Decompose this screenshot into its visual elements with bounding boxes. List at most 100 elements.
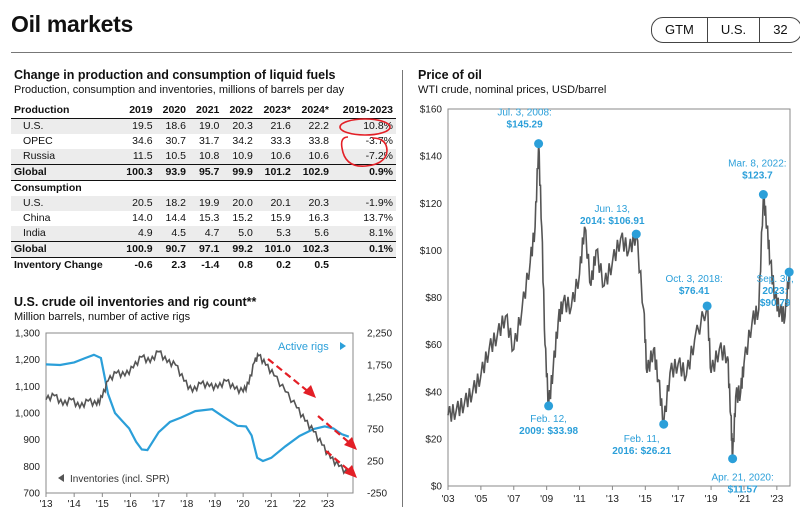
annotation: Jun. 13,2014: $106.91 <box>580 204 645 239</box>
consumption-section-row: Consumption <box>11 181 396 197</box>
x-tick-label: '17 <box>672 494 685 505</box>
table-cell: 93.9 <box>155 164 189 181</box>
page-number: 32 <box>759 18 800 42</box>
y-tick-left: 1,300 <box>15 329 40 340</box>
table-cell: 10.6 <box>293 149 332 165</box>
column-header: 2024* <box>293 103 332 119</box>
table-cell: 33.3 <box>270 135 291 147</box>
annotation-value: 2016: $26.21 <box>612 446 671 457</box>
table-cell: -7.2% <box>331 149 396 165</box>
y-tick-label: $60 <box>425 340 442 351</box>
annotation: Oct. 3, 2018:$76.41 <box>665 274 723 311</box>
table-cell: 0.8 <box>238 259 253 271</box>
table-cell: 15.9 <box>270 212 291 224</box>
column-header: 2021 <box>188 103 223 119</box>
legend-left-arrow-icon <box>58 474 64 482</box>
annotation-value: 2009: $33.98 <box>519 426 578 437</box>
legend-inventories: Inventories (incl. SPR) <box>70 474 169 485</box>
table-cell: 15.2 <box>232 212 253 224</box>
tab-us[interactable]: U.S. <box>706 18 759 42</box>
table-cell: 22.2 <box>293 118 332 134</box>
annotation-point <box>784 267 794 277</box>
table-cell: 10.9 <box>222 149 256 165</box>
table-header-row: Production 2019 2020 2021 2022 2023* 2024* 2019… <box>11 103 396 119</box>
table-cell: 101.0 <box>255 241 294 258</box>
x-tick-label: '22 <box>293 499 306 510</box>
x-tick-label: '18 <box>180 499 193 510</box>
annotation-value: $145.29 <box>507 120 544 131</box>
section-tabs: GTM U.S. 32 <box>651 17 800 43</box>
table-cell: 19.9 <box>188 196 223 211</box>
y-tick-left: 700 <box>23 489 40 500</box>
table-cell: 5.6 <box>293 226 332 242</box>
trend-arrow-1-head <box>303 385 316 398</box>
table-cell: Inventory Change <box>14 259 103 271</box>
table-cell: 101.2 <box>255 164 294 181</box>
table-row: U.S. 20.5 18.2 19.9 20.0 20.1 20.3 -1.9% <box>11 196 396 211</box>
table-cell: 100.3 <box>118 164 156 181</box>
annotation-value: 2023: <box>762 286 788 297</box>
x-tick-label: '03 <box>441 494 454 505</box>
table-cell: 0.1% <box>331 241 396 258</box>
y-tick-right: 250 <box>367 457 384 468</box>
y-tick-label: $160 <box>420 105 443 116</box>
x-tick-label: '23 <box>321 499 334 510</box>
annotation-point <box>631 229 641 239</box>
consumption-label: Consumption <box>14 182 82 194</box>
table-cell: 5.3 <box>255 226 294 242</box>
table-row: Global 100.9 90.7 97.1 99.2 101.0 102.3 0.1% <box>11 241 396 258</box>
table-cell: OPEC <box>23 135 53 147</box>
table-cell: 33.8 <box>308 135 329 147</box>
column-header: Production <box>11 103 119 119</box>
table-cell: 99.2 <box>222 241 256 258</box>
y-tick-label: $40 <box>425 387 442 398</box>
table-cell: 102.3 <box>293 241 332 258</box>
table-cell: 20.3 <box>293 196 332 211</box>
table-cell: 0.9% <box>331 164 396 181</box>
table-cell: 4.9 <box>118 226 156 242</box>
trend-arrows <box>267 358 357 478</box>
oil-chart-subtitle: WTI crude, nominal prices, USD/barrel <box>418 84 607 96</box>
table-row: China 14.0 14.4 15.3 15.2 15.9 16.3 13.7% <box>11 211 396 226</box>
table-cell: 34.2 <box>232 135 253 147</box>
table-cell: 97.1 <box>188 241 223 258</box>
table-cell: 99.9 <box>222 164 256 181</box>
annotation: Apr. 21, 2020:$11.57 <box>711 454 774 496</box>
y-tick-label: $100 <box>420 246 443 257</box>
y-tick-right: 2,250 <box>367 329 392 340</box>
table-cell: 8.1% <box>331 226 396 242</box>
table-cell: 30.7 <box>165 135 186 147</box>
table-row: OPEC 34.6 30.7 31.7 34.2 33.3 33.8 -3.7% <box>11 134 396 149</box>
y-tick-label: $20 <box>425 434 442 445</box>
table-cell: 31.7 <box>198 135 220 147</box>
table-cell: 0.5 <box>314 259 329 271</box>
table-subtitle: Production, consumption and inventories,… <box>14 84 345 96</box>
tab-gtm[interactable]: GTM <box>665 22 694 37</box>
x-tick-label: '23 <box>770 494 783 505</box>
table-cell: -1.9% <box>331 196 396 211</box>
header-divider <box>11 52 792 53</box>
annotation-label: Apr. 21, 2020: <box>711 473 773 484</box>
y-tick-label: $140 <box>420 152 443 163</box>
table-cell: Global <box>11 241 119 258</box>
x-tick-label: '14 <box>68 499 81 510</box>
x-tick-label: '13 <box>606 494 619 505</box>
inventory-rig-chart: 700 800 900 1,000 1,100 1,200 1,300 -250 250 750 1… <box>15 329 392 511</box>
annotation: Feb. 11,2016: $26.21 <box>612 419 672 457</box>
y-tick-left: 800 <box>23 462 40 473</box>
table-cell: 20.0 <box>222 196 256 211</box>
y-tick-left: 1,000 <box>15 409 40 420</box>
annotation-value: $11.57 <box>728 485 758 496</box>
page-title: Oil markets <box>11 11 133 37</box>
annotation: Mar. 8, 2022:$123.7 <box>728 159 787 200</box>
annotation-label: Sep. 30, <box>757 274 794 285</box>
trend-arrow-3 <box>325 450 353 474</box>
annotation-value: $123.7 <box>742 171 773 182</box>
oil-chart-title: Price of oil <box>418 68 482 82</box>
x-tick-label: '15 <box>639 494 652 505</box>
trend-arrow-2 <box>317 415 353 446</box>
legend-right-arrow-icon <box>340 342 346 350</box>
y-tick-right: 1,250 <box>367 393 392 404</box>
table-cell <box>332 258 396 274</box>
table-cell: 14.0 <box>132 212 153 224</box>
